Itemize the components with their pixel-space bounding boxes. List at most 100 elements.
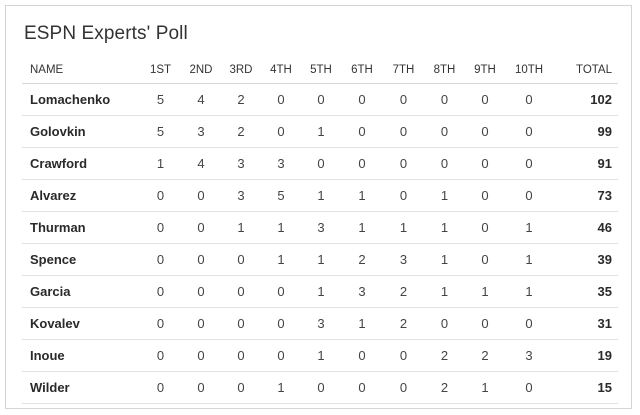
poll-table-body: Lomachenko 5 4 2 0 0 0 0 0 0 0 102 Golovkin 5 3 2 0 1 0 0 0 0… — [22, 83, 618, 404]
rank-count-cell: 0 — [181, 243, 221, 276]
fighter-name: Garcia — [22, 275, 140, 308]
total-points: 39 — [553, 243, 618, 276]
rank-count-cell: 3 — [505, 339, 553, 372]
column-header-name: NAME — [22, 57, 140, 84]
rank-count-cell: 1 — [261, 371, 301, 404]
rank-count-cell: 0 — [140, 371, 181, 404]
table-row: Spence 0 0 0 1 1 2 3 1 0 1 39 — [22, 243, 618, 276]
rank-count-cell: 0 — [140, 275, 181, 308]
rank-count-cell: 1 — [424, 211, 465, 244]
rank-count-cell: 0 — [221, 307, 261, 340]
rank-count-cell: 5 — [261, 179, 301, 212]
total-points: 35 — [553, 275, 618, 308]
total-points: 99 — [553, 115, 618, 148]
table-row: Inoue 0 0 0 0 1 0 0 2 2 3 19 — [22, 339, 618, 372]
rank-count-cell: 0 — [181, 307, 221, 340]
rank-count-cell: 0 — [465, 243, 505, 276]
rank-count-cell: 0 — [383, 147, 424, 180]
rank-count-cell: 0 — [465, 83, 505, 116]
table-row: Crawford 1 4 3 3 0 0 0 0 0 0 91 — [22, 147, 618, 180]
column-header-9th: 9TH — [465, 57, 505, 84]
column-header-5th: 5TH — [301, 57, 341, 84]
rank-count-cell: 0 — [261, 307, 301, 340]
rank-count-cell: 0 — [383, 179, 424, 212]
rank-count-cell: 0 — [140, 243, 181, 276]
rank-count-cell: 0 — [465, 179, 505, 212]
rank-count-cell: 0 — [181, 179, 221, 212]
rank-count-cell: 0 — [261, 275, 301, 308]
rank-count-cell: 1 — [505, 243, 553, 276]
rank-count-cell: 0 — [221, 243, 261, 276]
rank-count-cell: 0 — [505, 371, 553, 404]
rank-count-cell: 0 — [465, 115, 505, 148]
rank-count-cell: 3 — [221, 147, 261, 180]
total-points: 46 — [553, 211, 618, 244]
table-row: Garcia 0 0 0 0 1 3 2 1 1 1 35 — [22, 275, 618, 308]
total-points: 91 — [553, 147, 618, 180]
rank-count-cell: 0 — [261, 339, 301, 372]
rank-count-cell: 0 — [140, 211, 181, 244]
rank-count-cell: 0 — [301, 371, 341, 404]
poll-card: ESPN Experts' Poll NAME 1ST 2ND 3RD 4TH … — [5, 5, 632, 409]
fighter-name: Crawford — [22, 147, 140, 180]
rank-count-cell: 1 — [505, 211, 553, 244]
fighter-name: Spence — [22, 243, 140, 276]
total-points: 31 — [553, 307, 618, 340]
rank-count-cell: 0 — [341, 147, 383, 180]
rank-count-cell: 0 — [505, 83, 553, 116]
rank-count-cell: 1 — [221, 211, 261, 244]
rank-count-cell: 3 — [301, 307, 341, 340]
table-row: Thurman 0 0 1 1 3 1 1 1 0 1 46 — [22, 211, 618, 244]
rank-count-cell: 0 — [383, 83, 424, 116]
rank-count-cell: 1 — [301, 275, 341, 308]
rank-count-cell: 0 — [505, 179, 553, 212]
rank-count-cell: 0 — [505, 147, 553, 180]
total-points: 19 — [553, 339, 618, 372]
rank-count-cell: 4 — [181, 147, 221, 180]
rank-count-cell: 0 — [383, 371, 424, 404]
rank-count-cell: 3 — [301, 211, 341, 244]
rank-count-cell: 1 — [301, 115, 341, 148]
rank-count-cell: 0 — [341, 371, 383, 404]
rank-count-cell: 2 — [465, 339, 505, 372]
column-header-1st: 1ST — [140, 57, 181, 84]
fighter-name: Lomachenko — [22, 83, 140, 116]
table-row: Alvarez 0 0 3 5 1 1 0 1 0 0 73 — [22, 179, 618, 212]
rank-count-cell: 1 — [424, 243, 465, 276]
rank-count-cell: 1 — [301, 243, 341, 276]
rank-count-cell: 0 — [424, 147, 465, 180]
total-points: 102 — [553, 83, 618, 116]
rank-count-cell: 0 — [140, 339, 181, 372]
rank-count-cell: 2 — [424, 339, 465, 372]
fighter-name: Wilder — [22, 371, 140, 404]
rank-count-cell: 0 — [424, 83, 465, 116]
table-row: Golovkin 5 3 2 0 1 0 0 0 0 0 99 — [22, 115, 618, 148]
rank-count-cell: 1 — [383, 211, 424, 244]
rank-count-cell: 0 — [181, 339, 221, 372]
rank-count-cell: 0 — [140, 179, 181, 212]
rank-count-cell: 1 — [424, 275, 465, 308]
rank-count-cell: 2 — [341, 243, 383, 276]
rank-count-cell: 0 — [383, 339, 424, 372]
rank-count-cell: 2 — [383, 307, 424, 340]
rank-count-cell: 0 — [181, 371, 221, 404]
rank-count-cell: 1 — [505, 275, 553, 308]
poll-table: NAME 1ST 2ND 3RD 4TH 5TH 6TH 7TH 8TH 9TH… — [22, 57, 618, 404]
rank-count-cell: 0 — [341, 83, 383, 116]
table-row: Wilder 0 0 0 1 0 0 0 2 1 0 15 — [22, 371, 618, 404]
rank-count-cell: 3 — [383, 243, 424, 276]
rank-count-cell: 0 — [505, 115, 553, 148]
rank-count-cell: 0 — [261, 115, 301, 148]
fighter-name: Inoue — [22, 339, 140, 372]
rank-count-cell: 1 — [261, 211, 301, 244]
column-header-2nd: 2ND — [181, 57, 221, 84]
rank-count-cell: 2 — [221, 83, 261, 116]
rank-count-cell: 1 — [341, 307, 383, 340]
rank-count-cell: 1 — [424, 179, 465, 212]
rank-count-cell: 0 — [465, 211, 505, 244]
total-points: 73 — [553, 179, 618, 212]
fighter-name: Alvarez — [22, 179, 140, 212]
rank-count-cell: 1 — [301, 339, 341, 372]
rank-count-cell: 1 — [341, 179, 383, 212]
rank-count-cell: 1 — [465, 275, 505, 308]
